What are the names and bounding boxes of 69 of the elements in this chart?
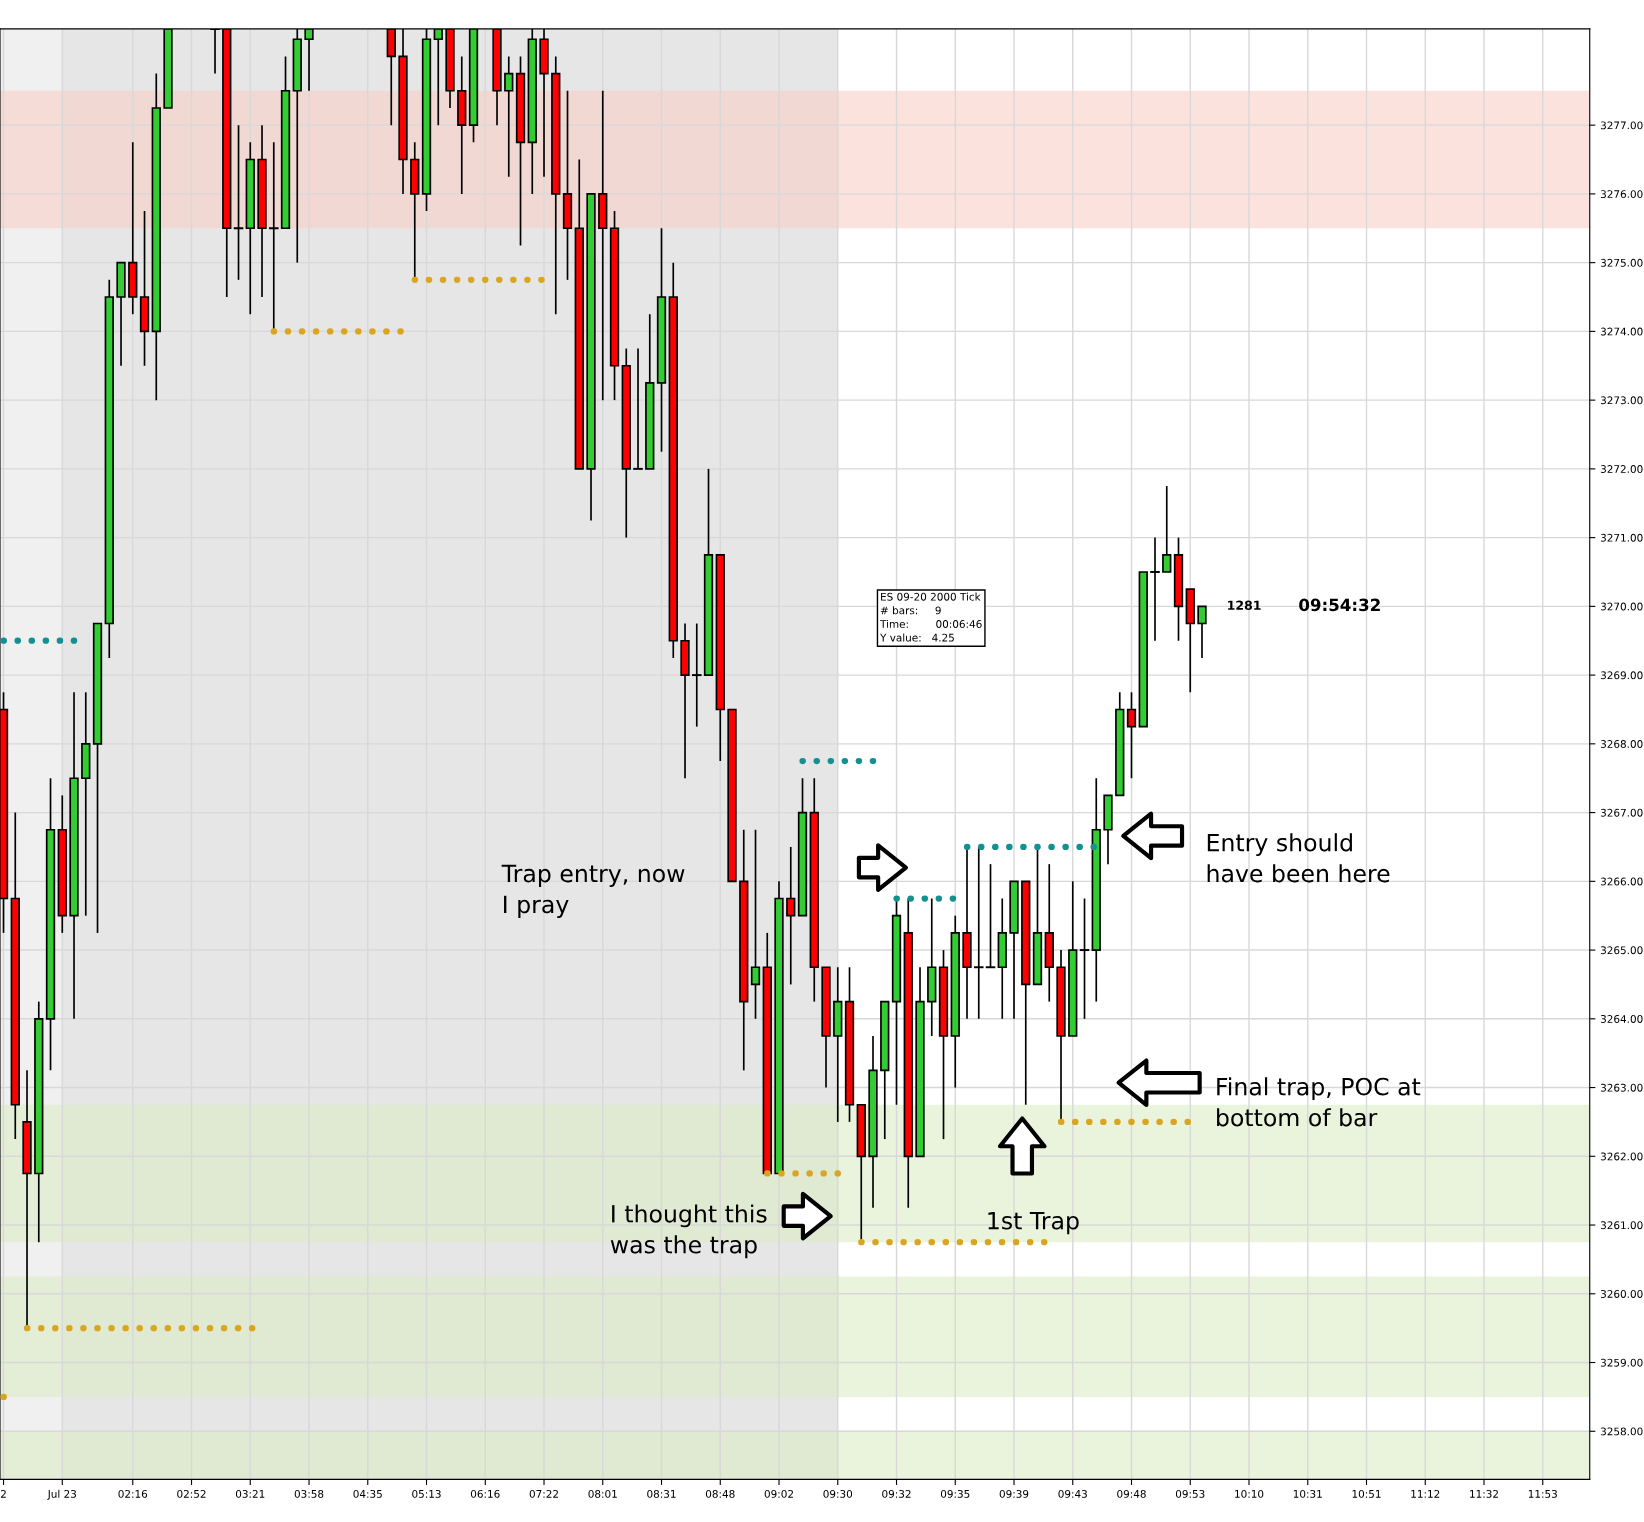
annotation: I thought this was the trap [610, 1204, 767, 1259]
x-tick-label: 02:16 [118, 1489, 148, 1498]
x-tick-label: 10:31 [1293, 1489, 1322, 1498]
annotation: Entry should have been here [1207, 833, 1390, 883]
candlestick [233, 124, 244, 281]
annotation: 1281 [1228, 600, 1261, 610]
y-tick-label: 3276.00 [1600, 190, 1643, 199]
y-tick-label: 3268.00 [1600, 740, 1643, 748]
x-tick-label: 07:22 [529, 1489, 558, 1498]
candlestick [1150, 536, 1160, 642]
x-tick-label: 10:51 [1352, 1489, 1381, 1498]
y-tick-label: 3272.00 [1600, 465, 1643, 473]
annotation: 1st Trap [988, 1212, 1079, 1235]
y-tick-label: 3271.00 [1600, 533, 1643, 542]
x-tick-label: 11:32 [1470, 1489, 1498, 1498]
y-tick-label: 3260.00 [1600, 1290, 1643, 1298]
candlestick [1197, 605, 1207, 659]
candlestick [633, 347, 643, 470]
x-tick-label: 03:58 [294, 1489, 324, 1498]
y-tick-label: 3265.00 [1600, 946, 1643, 955]
y-tick-label: 3262.00 [1600, 1152, 1643, 1161]
candlestick [985, 863, 996, 969]
x-tick-label: 08:31 [647, 1489, 676, 1498]
x-tick-label: 2 [0, 1489, 6, 1498]
y-tick-label: 3274.00 [1600, 327, 1643, 336]
x-tick-label: 03:21 [235, 1489, 265, 1498]
x-tick-label: 08:48 [705, 1489, 735, 1498]
x-tick-label: 06:16 [470, 1489, 500, 1498]
y-tick-label: 3263.00 [1600, 1083, 1643, 1092]
x-tick-label: Jul 23 [47, 1489, 77, 1500]
candlestick [786, 846, 796, 986]
annotation: ES 09-20 2000 Tick # bars: 9 Time: 00:06:46 Y value: 4.25 [880, 592, 982, 642]
x-tick-label: 11:12 [1411, 1489, 1440, 1498]
y-tick-label: 3261.00 [1600, 1221, 1643, 1230]
x-tick-label: 09:02 [764, 1489, 793, 1498]
y-tick-label: 3266.00 [1600, 877, 1643, 886]
x-tick-label: 08:01 [588, 1489, 617, 1498]
x-tick-label: 09:35 [940, 1489, 970, 1498]
x-tick-label: 11:53 [1528, 1489, 1557, 1498]
y-tick-label: 3273.00 [1600, 396, 1643, 405]
x-tick-label: 09:53 [1175, 1489, 1205, 1498]
y-tick-label: 3258.00 [1600, 1427, 1643, 1436]
x-tick-label: 09:30 [823, 1489, 853, 1498]
x-tick-label: 04:35 [353, 1489, 382, 1498]
y-tick-label: 3264.00 [1600, 1015, 1643, 1023]
candlestick [691, 622, 702, 728]
x-tick-label: 09:48 [1117, 1489, 1146, 1498]
y-tick-label: 3277.00 [1600, 121, 1643, 130]
x-tick-label: 09:32 [882, 1489, 911, 1498]
y-tick-label: 3275.00 [1600, 258, 1643, 267]
x-tick-label: 09:39 [999, 1489, 1029, 1498]
annotation: 09:54:32 [1299, 598, 1380, 612]
x-tick-label: 09:43 [1058, 1489, 1087, 1498]
candlestick [504, 55, 514, 178]
candlestick [1126, 691, 1137, 780]
annotation: Trap entry, now I pray [501, 864, 685, 918]
y-tick-label: 3267.00 [1600, 808, 1643, 817]
x-tick-label: 10:10 [1235, 1489, 1264, 1498]
y-tick-label: 3269.00 [1600, 671, 1643, 680]
candlestick [1162, 485, 1172, 573]
annotation: Final trap, POC at bottom of bar [1217, 1077, 1421, 1127]
y-tick-label: 3259.00 [1600, 1358, 1643, 1367]
y-tick-label: 3270.00 [1600, 602, 1643, 611]
x-tick-label: 05:13 [412, 1489, 441, 1498]
candlestick [598, 89, 608, 401]
x-tick-label: 02:52 [177, 1489, 206, 1498]
candlestick [973, 846, 984, 1020]
candlestick [750, 828, 761, 1020]
candlestick [1079, 897, 1090, 1020]
